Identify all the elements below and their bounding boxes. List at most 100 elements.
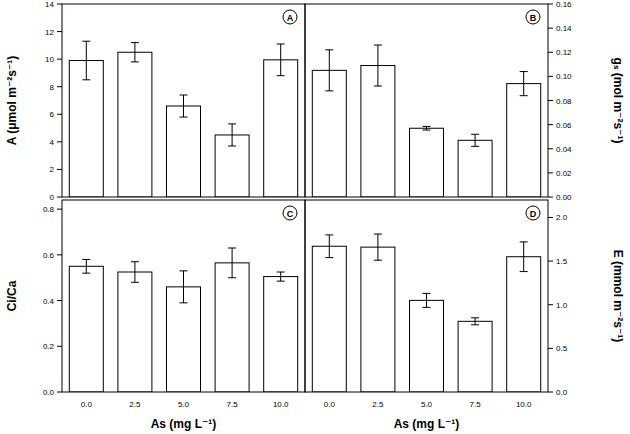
y-tick-label: 0.0	[556, 388, 568, 397]
error-cap	[180, 94, 188, 95]
y-tick-label: 2.0	[556, 213, 568, 222]
error-stem	[183, 271, 184, 303]
y-tick	[57, 141, 62, 142]
y-tick-label: 1.0	[556, 301, 568, 310]
y-axis-label: gₛ (mol m⁻²s⁻¹)	[611, 58, 625, 144]
error-cap	[423, 126, 431, 127]
error-cap	[277, 272, 285, 273]
y-tick	[548, 261, 553, 262]
y-tick	[548, 172, 553, 173]
error-stem	[377, 234, 378, 260]
y-tick-label: 0.06	[556, 121, 572, 130]
error-stem	[134, 43, 135, 62]
error-bar	[277, 44, 285, 76]
error-stem	[329, 235, 330, 258]
error-bar	[131, 262, 139, 283]
y-tick-label: 4	[50, 138, 55, 147]
y-tick	[548, 392, 553, 393]
y-tick	[548, 124, 553, 125]
error-cap	[520, 71, 528, 72]
bar	[458, 140, 492, 197]
x-tick-label: 5.0	[178, 400, 190, 409]
error-cap	[131, 61, 139, 62]
y-tick	[57, 197, 62, 198]
bar	[118, 52, 152, 197]
y-tick-label: 1.5	[556, 257, 568, 266]
error-cap	[82, 273, 90, 274]
y-tick	[57, 300, 62, 301]
error-stem	[134, 262, 135, 283]
x-tick-label: 7.5	[227, 400, 239, 409]
error-stem	[426, 126, 427, 130]
y-tick	[548, 304, 553, 305]
x-axis-label: As (mg L⁻¹)	[151, 417, 217, 431]
error-bar	[374, 45, 382, 86]
y-tick-label: 6	[50, 110, 55, 119]
error-bar	[82, 259, 90, 273]
y-axis-label: E (mmol m⁻²s⁻¹)	[611, 250, 625, 343]
error-cap	[228, 248, 236, 249]
y-tick-label: 10	[45, 55, 54, 64]
error-stem	[280, 44, 281, 76]
y-tick-label: 0.14	[556, 24, 572, 33]
error-bar	[423, 293, 431, 307]
error-cap	[277, 75, 285, 76]
error-cap	[228, 145, 236, 146]
panel-badge	[526, 10, 540, 24]
error-cap	[82, 41, 90, 42]
frame	[62, 4, 305, 197]
y-tick-label: 2	[50, 165, 55, 174]
frame	[305, 200, 548, 392]
y-tick-label: 0.8	[43, 205, 55, 214]
error-bar	[471, 134, 479, 146]
panel-label: A	[287, 13, 294, 23]
y-tick-label: 0.6	[43, 251, 55, 260]
error-cap	[520, 271, 528, 272]
error-stem	[232, 124, 233, 146]
y-tick-label: 14	[45, 0, 54, 9]
error-cap	[180, 270, 188, 271]
bar	[361, 247, 395, 392]
y-tick-label: 0.16	[556, 0, 572, 9]
bar	[167, 287, 201, 392]
plot-area	[312, 45, 540, 197]
x-tick-label: 2.5	[129, 400, 141, 409]
bar	[458, 321, 492, 392]
error-stem	[329, 50, 330, 91]
figure: 02468101214A (μmol m⁻²s⁻¹)A0.000.020.040…	[0, 0, 630, 434]
error-cap	[131, 261, 139, 262]
error-stem	[86, 259, 87, 273]
x-tick-label: 10.0	[273, 400, 289, 409]
error-bar	[228, 248, 236, 278]
error-bar	[325, 50, 333, 91]
error-cap	[471, 317, 479, 318]
error-stem	[280, 272, 281, 281]
error-cap	[325, 234, 333, 235]
y-tick-label: 0.0	[43, 388, 55, 397]
error-cap	[228, 123, 236, 124]
plot-area	[69, 248, 297, 392]
y-tick	[57, 86, 62, 87]
y-tick	[57, 392, 62, 393]
y-axis-label: Ci/Ca	[5, 280, 19, 311]
bar	[69, 61, 103, 197]
y-tick	[57, 114, 62, 115]
y-tick	[57, 4, 62, 5]
error-cap	[423, 307, 431, 308]
error-stem	[232, 248, 233, 278]
bar	[312, 246, 346, 392]
y-tick	[548, 52, 553, 53]
y-tick-label: 0.10	[556, 72, 572, 81]
error-bar	[325, 235, 333, 258]
y-tick	[548, 100, 553, 101]
y-tick-label: 8	[50, 83, 55, 92]
bar	[507, 84, 541, 197]
error-cap	[325, 90, 333, 91]
y-tick-label: 12	[45, 28, 54, 37]
error-cap	[277, 43, 285, 44]
error-bar	[180, 271, 188, 303]
error-bar	[471, 318, 479, 325]
error-cap	[131, 42, 139, 43]
y-tick-label: 0	[50, 193, 55, 202]
bar	[410, 128, 444, 197]
